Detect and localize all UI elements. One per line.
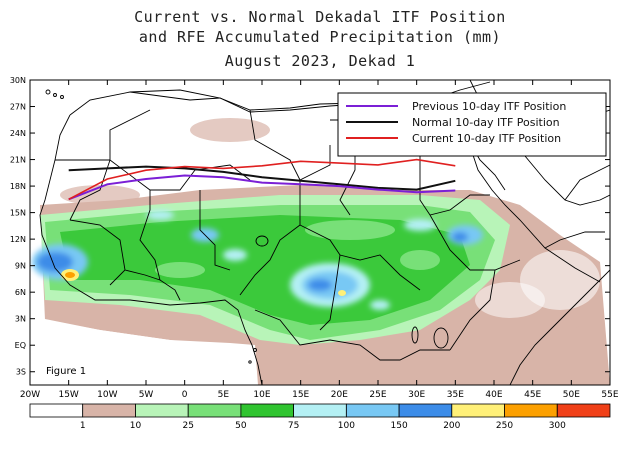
y-tick-label: 21N bbox=[10, 156, 26, 165]
colorbar-label: 10 bbox=[130, 421, 142, 431]
itf-previous-line bbox=[68, 174, 456, 201]
title-line-2: and RFE Accumulated Precipitation (mm) bbox=[138, 28, 502, 46]
colorbar-swatch bbox=[345, 403, 400, 418]
x-tick-label: 5E bbox=[218, 390, 230, 400]
colorbar-label: 75 bbox=[288, 421, 299, 431]
y-tick-label: 9N bbox=[15, 262, 26, 271]
x-tick-label: 10E bbox=[253, 390, 270, 400]
x-tick-label: 45E bbox=[524, 390, 541, 400]
colorbar-label: 250 bbox=[496, 421, 513, 431]
title-line-3: August 2023, Dekad 1 bbox=[224, 52, 416, 70]
colorbar-swatch bbox=[504, 403, 558, 418]
itf-lines bbox=[68, 158, 456, 201]
x-tick-label: 15W bbox=[58, 390, 78, 400]
x-tick-label: 35E bbox=[447, 390, 464, 400]
x-tick-label: 25E bbox=[369, 390, 386, 400]
colorbar-swatch bbox=[29, 403, 84, 418]
colorbar-swatch bbox=[82, 403, 136, 418]
colorbar-swatch bbox=[398, 403, 453, 418]
y-tick-label: 30N bbox=[10, 76, 26, 85]
colorbar-label: 300 bbox=[549, 421, 566, 431]
y-tick-label: 6N bbox=[15, 288, 26, 297]
x-tick-label: 20E bbox=[331, 390, 348, 400]
colorbar-swatch bbox=[451, 403, 505, 418]
legend-label: Current 10-day ITF Position bbox=[412, 132, 561, 145]
legend-label: Previous 10-day ITF Position bbox=[412, 100, 566, 113]
colorbar-swatch bbox=[187, 403, 242, 418]
y-tick-label: 3S bbox=[16, 368, 26, 377]
colorbar-label: 100 bbox=[338, 421, 355, 431]
x-tick-label: 30E bbox=[408, 390, 425, 400]
itf-normal-line bbox=[68, 165, 456, 191]
y-tick-label: 18N bbox=[10, 182, 26, 191]
y-tick-label: EQ bbox=[15, 341, 26, 350]
colorbar-label: 25 bbox=[182, 421, 193, 431]
x-tick-label: 50E bbox=[563, 390, 580, 400]
legend-label: Normal 10-day ITF Position bbox=[412, 116, 560, 129]
colorbar-label: 200 bbox=[443, 421, 460, 431]
colorbar-label: 150 bbox=[391, 421, 408, 431]
precipitation-field bbox=[30, 80, 610, 385]
title-line-1: Current vs. Normal Dekadal ITF Position bbox=[134, 8, 506, 26]
colorbar-swatch bbox=[240, 403, 294, 418]
x-tick-label: 20W bbox=[20, 390, 40, 400]
x-tick-label: 40E bbox=[485, 390, 502, 400]
y-tick-label: 24N bbox=[10, 129, 26, 138]
x-tick-label: 0 bbox=[182, 390, 188, 400]
legend-box bbox=[337, 92, 607, 157]
colorbar-swatch bbox=[293, 403, 347, 418]
y-axis-ticks: 3S EQ 3N 6N 9N 12N 15N 18N 21N 24N 27N 30N bbox=[10, 76, 610, 377]
y-tick-label: 15N bbox=[10, 209, 26, 218]
colorbar-swatch bbox=[556, 403, 611, 418]
colorbar: 1 10 25 50 75 100 150 200 250 300 bbox=[29, 403, 611, 431]
y-tick-label: 12N bbox=[10, 235, 26, 244]
map-frame bbox=[29, 79, 611, 386]
y-tick-label: 3N bbox=[15, 315, 26, 324]
figure-label: Figure 1 bbox=[46, 366, 86, 377]
x-tick-label: 5W bbox=[139, 390, 154, 400]
x-axis-ticks: 20W 15W 10W 5W 0 5E 10E 15E 20E 25E 30E 35E 40E 45E 50… bbox=[20, 80, 619, 400]
colorbar-label: 1 bbox=[80, 421, 86, 431]
colorbar-label: 50 bbox=[235, 421, 247, 431]
itf-current-line bbox=[68, 158, 456, 201]
legend: Previous 10-day ITF Position Normal 10-da… bbox=[337, 92, 607, 157]
y-tick-label: 27N bbox=[10, 103, 26, 112]
x-tick-label: 15E bbox=[292, 390, 309, 400]
colorbar-swatch bbox=[135, 403, 189, 418]
x-tick-label: 10W bbox=[97, 390, 117, 400]
x-tick-label: 55E bbox=[601, 390, 618, 400]
